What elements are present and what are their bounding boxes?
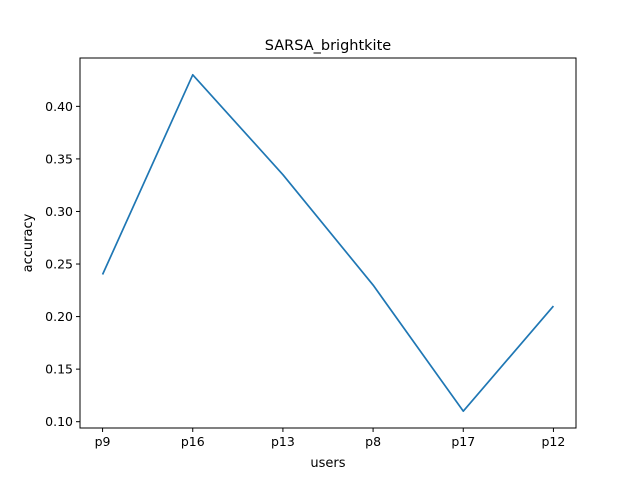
plot-area [101, 73, 555, 413]
x-tick-label: p16 [181, 434, 205, 449]
x-axis: p9 p16 p13 p8 p17 p12 [95, 428, 566, 449]
y-tick-label: 0.35 [45, 151, 73, 166]
x-tick-label: p9 [95, 434, 111, 449]
chart-title: SARSA_brightkite [265, 38, 391, 54]
y-tick-label: 0.15 [45, 362, 73, 377]
y-tick-label: 0.20 [45, 309, 73, 324]
y-axis: 0.10 0.15 0.20 0.25 0.30 0.35 0.40 [45, 99, 80, 429]
x-tick-label: p8 [365, 434, 381, 449]
y-tick-label: 0.40 [45, 99, 73, 114]
y-tick-label: 0.30 [45, 204, 73, 219]
axes-frame [79, 57, 577, 429]
y-tick-label: 0.25 [45, 257, 73, 272]
y-axis-label: accuracy [21, 213, 36, 272]
series-line [101, 73, 555, 413]
x-tick-label: p13 [271, 434, 295, 449]
x-axis-label: users [310, 456, 345, 471]
x-tick-label: p17 [451, 434, 475, 449]
x-tick-label: p12 [542, 434, 566, 449]
y-tick-label: 0.10 [45, 414, 73, 429]
